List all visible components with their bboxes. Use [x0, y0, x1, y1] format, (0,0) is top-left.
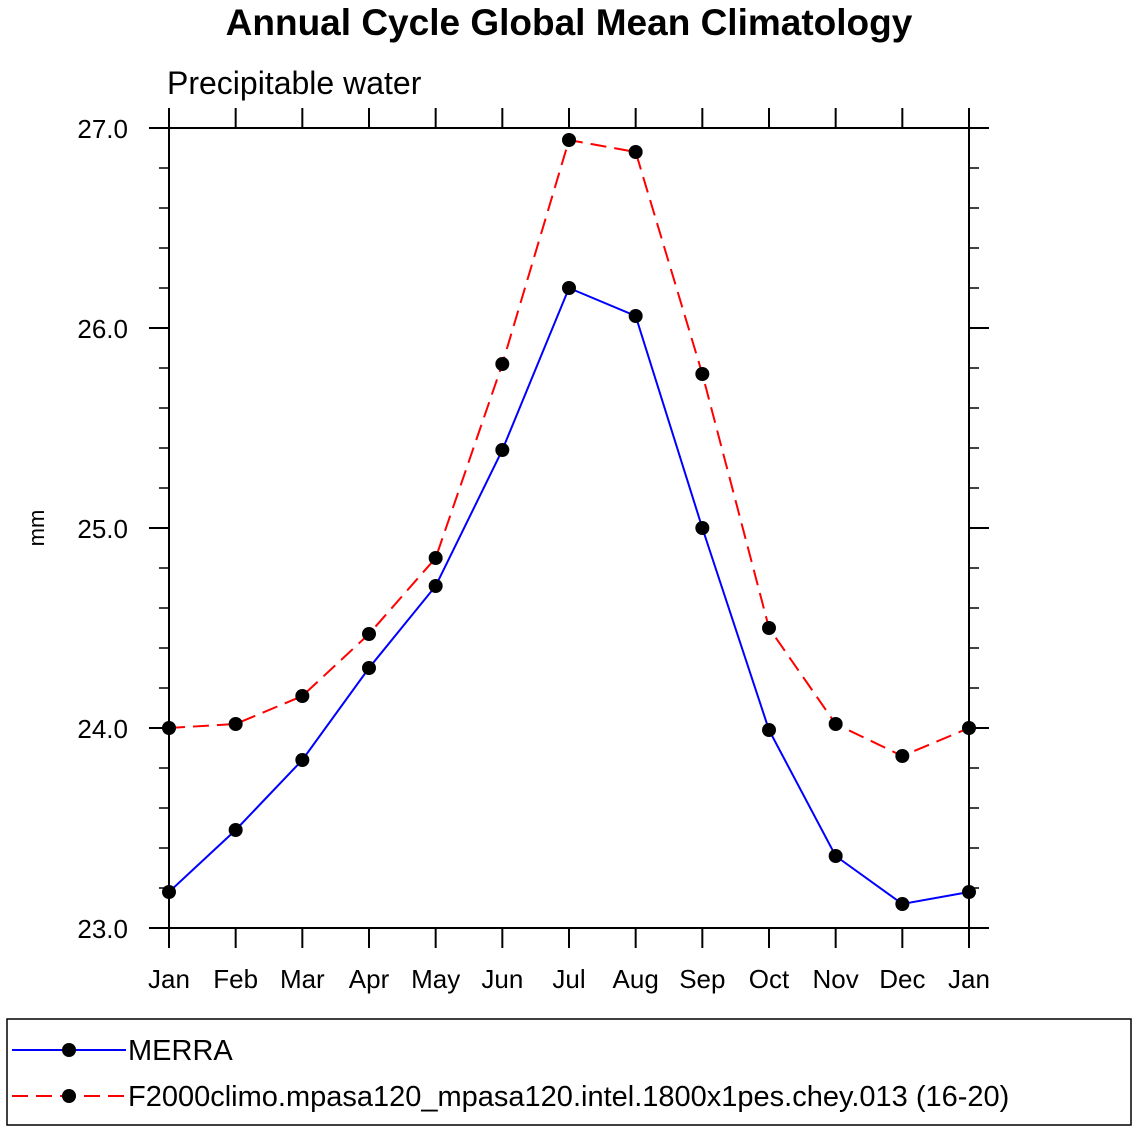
x-tick-label: Feb [213, 964, 258, 994]
y-tick-label: 27.0 [77, 114, 128, 144]
data-point-s1-5 [495, 357, 510, 371]
x-tick-label: Nov [813, 964, 859, 994]
axis-ticks: 23.0 24.0 25.0 26.0 27.0 Jan Feb Mar Apr May Jun Ju… [77, 108, 990, 994]
x-tick-label: Apr [349, 964, 390, 994]
x-tick-label: Aug [613, 964, 659, 994]
data-point-s1-10 [828, 717, 843, 731]
x-tick-label: Mar [280, 964, 325, 994]
data-point-s0-1 [228, 823, 243, 837]
x-tick-label: Jun [481, 964, 523, 994]
y-tick-label: 24.0 [77, 714, 128, 744]
legend-marker-1 [62, 1089, 76, 1103]
plot-frame [168, 127, 970, 929]
x-tick-label: Jan [948, 964, 990, 994]
legend-label-1: F2000climo.mpasa120_mpasa120.intel.1800x… [128, 1081, 1009, 1113]
x-tick-label: Jan [148, 964, 190, 994]
y-tick-label: 23.0 [77, 914, 128, 944]
x-tick-label: Dec [879, 964, 925, 994]
data-point-s0-4 [428, 579, 443, 593]
data-point-s1-1 [228, 717, 243, 731]
y-tick-label: 26.0 [77, 314, 128, 344]
legend: MERRA F2000climo.mpasa120_mpasa120.intel.… [6, 1018, 1132, 1126]
data-point-s1-11 [895, 749, 910, 763]
series-layer [162, 133, 976, 911]
data-point-s0-3 [362, 661, 376, 675]
data-point-s1-6 [562, 133, 576, 147]
legend-label-0: MERRA [128, 1035, 233, 1067]
data-point-s1-7 [628, 145, 643, 159]
y-tick-label: 25.0 [77, 514, 128, 544]
data-point-s0-7 [628, 309, 643, 323]
series-line-0 [168, 286, 970, 906]
data-point-s0-10 [828, 849, 843, 863]
data-point-s1-2 [295, 689, 310, 703]
series-line-1 [168, 138, 970, 758]
data-point-s0-9 [762, 723, 776, 737]
chart-title: Annual Cycle Global Mean Climatology [226, 2, 913, 43]
data-point-s0-2 [295, 753, 310, 767]
data-point-s1-4 [428, 551, 443, 565]
legend-box [6, 1018, 1132, 1126]
data-point-s1-8 [695, 367, 710, 381]
data-point-s0-6 [562, 281, 576, 295]
x-tick-label: Oct [749, 964, 790, 994]
x-tick-label: Jul [552, 964, 585, 994]
data-point-s0-11 [895, 897, 910, 911]
data-point-s0-8 [695, 521, 710, 535]
legend-marker-0 [62, 1043, 76, 1057]
chart-subtitle: Precipitable water [167, 65, 422, 101]
data-point-s1-9 [762, 621, 776, 635]
x-tick-label: May [411, 964, 460, 994]
data-point-s1-3 [362, 627, 376, 641]
x-tick-label: Sep [679, 964, 725, 994]
data-point-s0-5 [495, 443, 510, 457]
y-axis-label: mm [24, 510, 49, 547]
